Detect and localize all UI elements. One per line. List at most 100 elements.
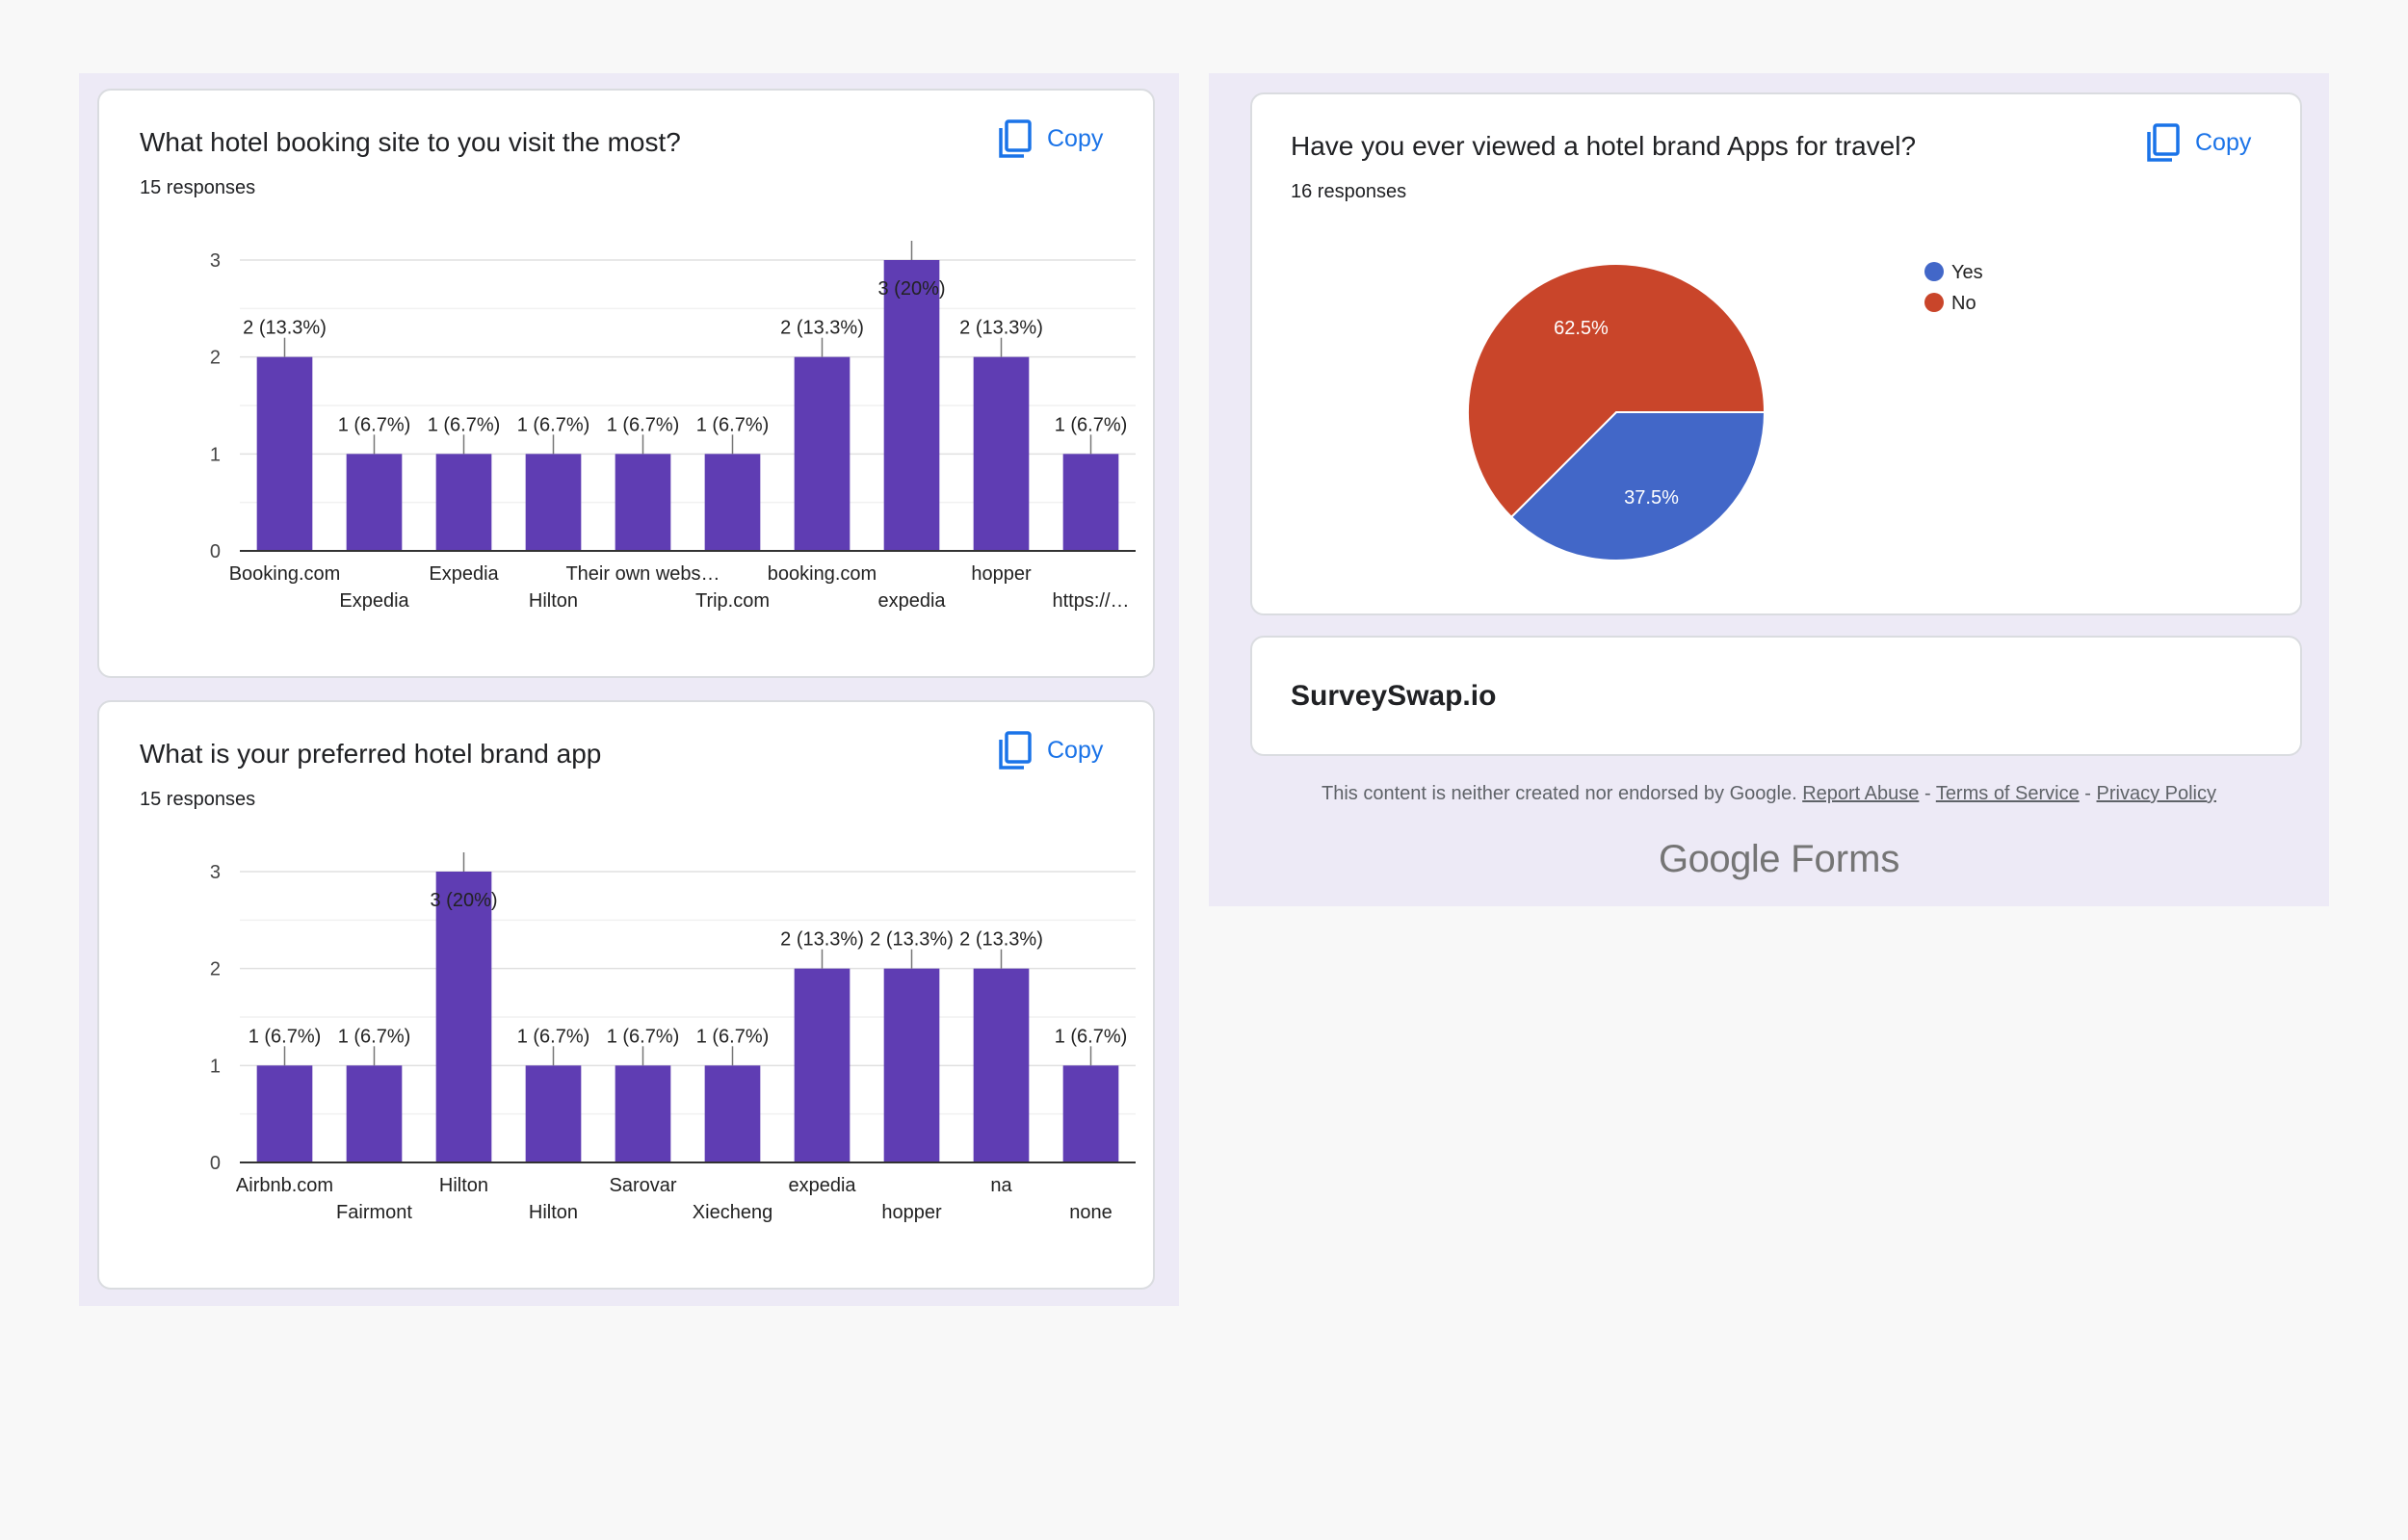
data-label: 1 (6.7%)	[1055, 1026, 1128, 1047]
x-tick-label: expedia	[877, 590, 946, 612]
bar[interactable]	[346, 454, 403, 551]
question-title: What hotel booking site to you visit the…	[140, 127, 681, 157]
response-count: 15 responses	[140, 177, 256, 198]
data-label: 2 (13.3%)	[243, 318, 327, 339]
question-card-viewed-apps: Have you ever viewed a hotel brand Apps …	[1250, 92, 2302, 615]
bar[interactable]	[794, 356, 851, 551]
data-label: 2 (13.3%)	[780, 318, 864, 339]
bar[interactable]	[973, 968, 1030, 1162]
y-tick-label: 2	[210, 959, 221, 980]
disclaimer-text: This content is neither created nor endo…	[1322, 783, 1797, 804]
report-abuse-link[interactable]: Report Abuse	[1802, 783, 1920, 804]
data-label: 2 (13.3%)	[959, 929, 1043, 951]
legend-label: No	[1951, 293, 1976, 314]
bar[interactable]	[256, 1065, 313, 1162]
pie-data-label: 37.5%	[1624, 487, 1679, 509]
bar[interactable]	[883, 260, 940, 551]
copy-label: Copy	[2195, 128, 2252, 156]
data-label: 1 (6.7%)	[249, 1026, 322, 1047]
data-label: 1 (6.7%)	[696, 1026, 770, 1047]
x-tick-label: hopper	[971, 563, 1032, 585]
bar[interactable]	[435, 454, 492, 551]
legend-swatch	[1924, 262, 1944, 281]
bar[interactable]	[525, 1065, 582, 1162]
bar[interactable]	[435, 872, 492, 1162]
bar[interactable]	[256, 356, 313, 551]
bar[interactable]	[615, 1065, 671, 1162]
x-tick-label: hopper	[881, 1202, 942, 1223]
bar[interactable]	[973, 356, 1030, 551]
data-label: 3 (20%)	[877, 278, 945, 300]
pie-chart-viewed-apps: 37.5% 62.5% Yes No	[1467, 262, 1983, 561]
copy-icon	[2147, 123, 2180, 162]
privacy-policy-link[interactable]: Privacy Policy	[2096, 783, 2217, 804]
data-label: 1 (6.7%)	[517, 1026, 590, 1047]
data-label: 1 (6.7%)	[607, 1026, 680, 1047]
question-title: Have you ever viewed a hotel brand Apps …	[1291, 131, 1917, 161]
separator: -	[1919, 783, 1936, 804]
x-tick-label: Hilton	[529, 590, 578, 612]
bar[interactable]	[525, 454, 582, 551]
copy-icon	[999, 731, 1032, 770]
x-tick-label: Xiecheng	[693, 1202, 772, 1223]
x-tick-label: Hilton	[529, 1202, 578, 1223]
x-tick-label: na	[990, 1175, 1012, 1196]
bar[interactable]	[704, 1065, 761, 1162]
data-label: 1 (6.7%)	[428, 414, 501, 435]
x-tick-label: expedia	[788, 1175, 856, 1196]
y-tick-label: 3	[210, 250, 221, 272]
response-count: 16 responses	[1291, 181, 1407, 202]
x-tick-label: Airbnb.com	[236, 1175, 333, 1196]
x-tick-label: Expedia	[339, 590, 409, 612]
bar[interactable]	[1062, 1065, 1119, 1162]
y-tick-label: 1	[210, 444, 221, 465]
x-tick-label: Expedia	[429, 563, 499, 585]
footer-disclaimer: This content is neither created nor endo…	[1322, 783, 2216, 805]
data-label: 3 (20%)	[430, 890, 497, 911]
forms-wordmark: Forms	[1791, 838, 1900, 880]
x-tick-label: Sarovar	[609, 1175, 676, 1196]
response-count: 15 responses	[140, 789, 256, 810]
data-label: 1 (6.7%)	[607, 414, 680, 435]
bar[interactable]	[346, 1065, 403, 1162]
terms-of-service-link[interactable]: Terms of Service	[1935, 783, 2080, 804]
google-wordmark: Google	[1659, 838, 1780, 880]
y-tick-label: 0	[210, 541, 221, 562]
surveyswap-link[interactable]: SurveySwap.io	[1291, 680, 1497, 712]
pie-data-label: 62.5%	[1554, 318, 1609, 339]
question-title: What is your preferred hotel brand app	[140, 739, 602, 769]
y-tick-label: 3	[210, 862, 221, 883]
bar-chart-preferred-app: 0 1 2 3 1 (6.7%) Airbnb.com 1 (6.7%) Fairmont 3 …	[210, 852, 1136, 1223]
separator: -	[2079, 783, 2097, 804]
x-tick-label: Trip.com	[695, 590, 770, 612]
bar[interactable]	[1062, 454, 1119, 551]
data-label: 2 (13.3%)	[959, 318, 1043, 339]
data-label: 1 (6.7%)	[517, 414, 590, 435]
copy-label: Copy	[1047, 124, 1104, 152]
bar-chart-booking-site: 0 1 2 3 2 (13.3%) Booking.com 1 (6.7%) Expedia 1…	[210, 241, 1136, 612]
google-forms-logo[interactable]: Google Forms	[1659, 838, 1899, 881]
y-tick-label: 2	[210, 348, 221, 369]
bar[interactable]	[704, 454, 761, 551]
copy-chart-button[interactable]: Copy	[999, 119, 1103, 158]
bar[interactable]	[615, 454, 671, 551]
bar[interactable]	[794, 968, 851, 1162]
sponsor-card: SurveySwap.io	[1250, 636, 2302, 756]
x-tick-label: Their own webs…	[565, 563, 720, 585]
copy-icon	[999, 119, 1032, 158]
y-tick-label: 1	[210, 1056, 221, 1077]
x-tick-label: none	[1069, 1202, 1112, 1223]
legend-swatch	[1924, 293, 1944, 312]
pie-slice-no[interactable]	[1467, 263, 1767, 519]
bar[interactable]	[883, 968, 940, 1162]
copy-chart-button[interactable]: Copy	[2147, 123, 2251, 162]
question-card-preferred-app: What is your preferred hotel brand app 1…	[97, 700, 1155, 1290]
y-tick-label: 0	[210, 1153, 221, 1174]
data-label: 2 (13.3%)	[870, 929, 954, 951]
pie-slice-yes[interactable]	[1509, 411, 1767, 561]
copy-chart-button[interactable]: Copy	[999, 731, 1103, 770]
x-tick-label: booking.com	[768, 563, 877, 585]
x-tick-label: Booking.com	[229, 563, 341, 585]
copy-label: Copy	[1047, 736, 1104, 764]
x-tick-label: Hilton	[439, 1175, 488, 1196]
